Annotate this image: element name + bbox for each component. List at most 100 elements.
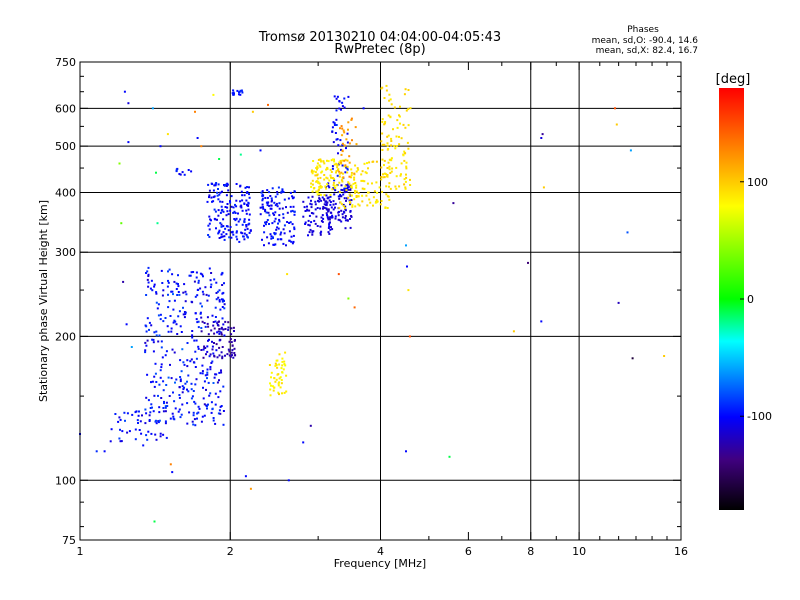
data-point [403, 159, 406, 162]
data-point [217, 324, 220, 327]
data-point [217, 321, 220, 323]
data-point [232, 93, 235, 96]
data-point [350, 215, 353, 217]
data-point [363, 180, 366, 183]
data-point [208, 394, 211, 397]
data-point [222, 328, 225, 331]
data-point [343, 131, 346, 134]
data-point [269, 195, 272, 197]
data-point [220, 225, 223, 228]
data-point [319, 193, 322, 196]
data-point [339, 159, 342, 162]
data-point [383, 164, 385, 167]
data-point [342, 210, 345, 213]
data-point [261, 238, 263, 241]
data-point [386, 195, 389, 198]
data-point [346, 187, 349, 190]
data-point [145, 272, 147, 274]
data-point [213, 342, 215, 344]
data-point [117, 420, 120, 423]
data-point [312, 230, 315, 233]
data-point [225, 194, 228, 197]
data-point [188, 411, 191, 414]
data-point [344, 158, 347, 161]
data-point [381, 143, 384, 146]
data-point [230, 195, 233, 198]
data-point [285, 374, 288, 377]
data-point [390, 159, 393, 162]
data-point [208, 215, 211, 218]
data-point [347, 196, 350, 199]
x-tick-labels: 1 2 4 6 8 10 16 [77, 545, 689, 558]
data-point [218, 354, 221, 357]
data-point [124, 419, 126, 422]
data-point [306, 209, 309, 212]
data-point [218, 289, 221, 292]
data-point [278, 353, 281, 356]
data-point [400, 137, 403, 140]
data-point [229, 209, 232, 212]
data-point [335, 97, 338, 100]
data-point [175, 288, 178, 290]
data-point [153, 520, 156, 523]
data-point [289, 205, 292, 208]
data-point [162, 289, 165, 292]
data-point [194, 366, 197, 368]
data-point [325, 207, 328, 210]
data-point [153, 385, 156, 388]
data-point [228, 236, 231, 239]
data-point [353, 176, 356, 179]
data-point [230, 205, 233, 208]
data-point [273, 232, 276, 234]
data-point [311, 179, 314, 182]
data-point [328, 199, 331, 202]
data-point [235, 235, 238, 238]
data-point [232, 211, 235, 214]
data-point [190, 170, 193, 173]
data-point [161, 294, 164, 297]
data-point [165, 401, 168, 404]
data-point [186, 380, 188, 383]
data-point [269, 388, 272, 391]
data-point [289, 191, 292, 194]
data-point [213, 376, 216, 379]
data-point [219, 390, 222, 393]
data-point [203, 403, 206, 406]
data-point [340, 188, 343, 191]
data-point [238, 93, 240, 96]
data-point [338, 107, 341, 110]
data-point [148, 328, 150, 331]
data-point [343, 187, 346, 190]
data-point [179, 325, 182, 328]
data-point [349, 188, 352, 191]
data-point [261, 193, 264, 196]
data-point [357, 192, 360, 195]
data-point [262, 206, 264, 209]
data-point [150, 403, 153, 406]
data-point [213, 217, 216, 220]
data-point [197, 411, 200, 414]
data-point [308, 209, 311, 212]
data-point [325, 200, 328, 203]
data-point [211, 200, 213, 203]
data-point [153, 283, 156, 286]
data-point [177, 410, 180, 413]
data-point [146, 373, 149, 376]
data-point [251, 110, 254, 113]
data-point [241, 194, 244, 197]
data-point [343, 191, 346, 194]
data-point [201, 273, 204, 276]
data-point [452, 202, 455, 205]
data-point [341, 164, 344, 167]
data-point [182, 313, 185, 316]
data-point [233, 354, 236, 357]
data-point [213, 184, 216, 187]
data-point [153, 394, 156, 397]
data-point [206, 371, 209, 374]
data-point [345, 190, 348, 193]
data-point [382, 176, 385, 179]
data-point [275, 378, 278, 381]
data-point [405, 165, 408, 168]
data-point [206, 377, 208, 380]
data-point [338, 190, 341, 193]
